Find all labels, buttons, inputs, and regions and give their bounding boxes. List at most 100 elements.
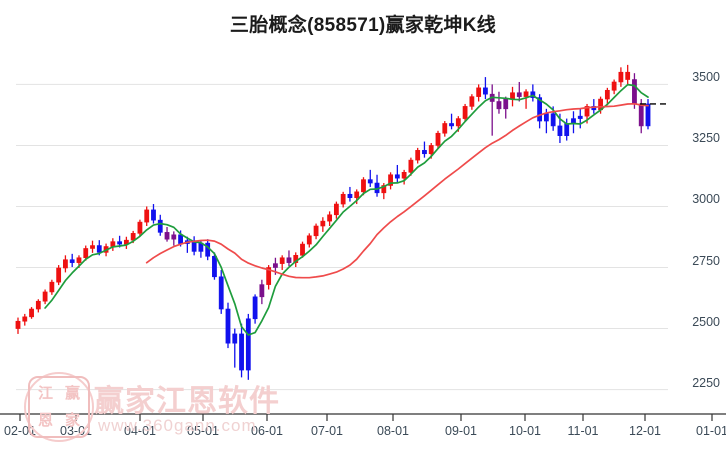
- candle: [347, 186, 353, 202]
- candle-body: [449, 123, 454, 127]
- candle: [69, 253, 75, 268]
- candle: [415, 147, 421, 164]
- candle: [279, 255, 285, 270]
- x-axis-tick-label: 07-01: [311, 424, 343, 438]
- candle: [232, 328, 238, 368]
- candle-body: [564, 123, 570, 136]
- candle-body: [496, 101, 502, 110]
- candle: [252, 294, 258, 324]
- candle-body: [645, 103, 651, 127]
- candle-body: [239, 333, 244, 371]
- candle-body: [408, 159, 414, 173]
- candle-body: [340, 193, 346, 205]
- candle-body: [96, 245, 102, 253]
- candle: [49, 279, 55, 295]
- candle: [300, 241, 305, 258]
- candle: [56, 265, 62, 286]
- candle: [422, 141, 427, 158]
- candle-body: [469, 96, 475, 107]
- candle: [449, 113, 454, 130]
- candle: [151, 204, 156, 224]
- candle: [442, 121, 448, 137]
- candle-body: [550, 113, 556, 127]
- candle: [333, 201, 339, 219]
- candle: [462, 103, 468, 123]
- candle: [225, 302, 231, 349]
- candle-body: [327, 214, 333, 222]
- candle-body: [117, 241, 123, 245]
- candle: [367, 169, 373, 187]
- candle-body: [266, 267, 272, 285]
- candle-body: [388, 174, 393, 186]
- candle-body: [543, 113, 549, 122]
- candle: [157, 214, 163, 236]
- candle: [306, 233, 312, 248]
- candle: [123, 236, 129, 249]
- x-axis-tick-label: 03-01: [60, 424, 92, 438]
- candle-body: [523, 91, 529, 97]
- candle-body: [516, 92, 522, 97]
- candle: [516, 81, 522, 102]
- x-axis-tick-label: 06-01: [251, 424, 283, 438]
- candle: [218, 269, 224, 314]
- candle-body: [144, 209, 150, 223]
- candle: [361, 177, 366, 196]
- candle-body: [83, 248, 89, 259]
- x-axis-tick-label: 08-01: [377, 424, 409, 438]
- candle: [645, 99, 651, 130]
- candle-body: [218, 276, 224, 310]
- candle-body: [273, 263, 278, 268]
- y-axis-tick-label: 2250: [692, 375, 720, 390]
- candle-body: [394, 174, 400, 179]
- candle-body: [435, 132, 441, 146]
- candle-body: [503, 98, 509, 110]
- x-axis-tick-label: 09-01: [445, 424, 477, 438]
- y-axis-tick-label: 2750: [692, 253, 720, 268]
- candle-body: [354, 191, 360, 198]
- candle-body: [212, 255, 217, 278]
- candle-body: [164, 232, 170, 240]
- candle: [286, 250, 292, 267]
- x-axis-tick-label: 11-01: [567, 424, 599, 438]
- candle: [63, 255, 68, 273]
- candle-body: [557, 125, 563, 136]
- candle-body: [483, 87, 488, 95]
- candle-body: [638, 103, 644, 127]
- candle-body: [367, 179, 373, 184]
- candle-body: [361, 179, 366, 193]
- candle-body: [300, 243, 305, 256]
- candle: [489, 84, 495, 136]
- candle: [110, 238, 116, 251]
- candle-body: [462, 106, 468, 119]
- candle: [137, 219, 143, 237]
- candle: [42, 289, 48, 305]
- candle-body: [110, 241, 116, 247]
- candle: [171, 231, 177, 246]
- candle: [164, 226, 170, 242]
- candle: [388, 172, 393, 190]
- candle-body: [577, 115, 583, 119]
- candle-body: [225, 308, 231, 344]
- candle: [320, 217, 326, 232]
- candle-body: [49, 281, 55, 293]
- candle-body: [252, 296, 258, 320]
- y-axis-tick-label: 3000: [692, 192, 720, 207]
- candle-body: [151, 209, 156, 221]
- candle: [29, 307, 34, 319]
- candle-body: [313, 225, 319, 237]
- candle: [374, 174, 380, 197]
- x-axis-tick-label: 02-01: [4, 424, 36, 438]
- candle-body: [537, 97, 543, 122]
- candle-body: [63, 259, 68, 269]
- candle: [259, 279, 265, 305]
- x-axis-tick-label: 12-01: [629, 424, 661, 438]
- x-axis-tick-label: 04-01: [124, 424, 156, 438]
- candle-body: [76, 257, 82, 263]
- page-title: 三胎概念(858571)赢家乾坤K线: [229, 15, 497, 36]
- candle-body: [29, 308, 34, 318]
- candle: [313, 223, 319, 240]
- candle-body: [401, 172, 407, 179]
- candle-body: [171, 234, 177, 240]
- candle-body: [137, 221, 143, 234]
- candle: [611, 79, 617, 95]
